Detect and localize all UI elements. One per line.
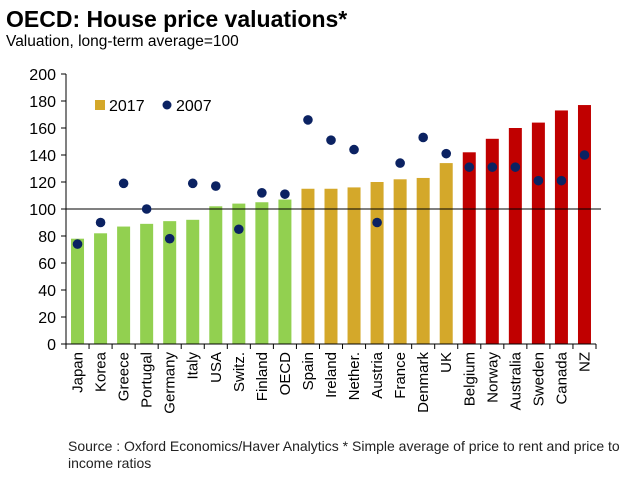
x-tick-label: Finland: [254, 352, 271, 401]
x-tick-label: Sweden: [530, 352, 547, 406]
dot-2007-canada: [556, 175, 567, 186]
dot-2007-norway: [487, 162, 498, 172]
chart-subtitle: Valuation, long-term average=100: [6, 33, 239, 50]
x-tick-label: Korea: [93, 351, 110, 392]
x-tick-label: Austria: [369, 351, 386, 398]
bar-2017-korea: [94, 233, 108, 344]
bar-2017-austria: [370, 182, 384, 344]
bar-2017-usa: [209, 206, 223, 344]
bar-2017-oecd: [278, 199, 292, 344]
bar-2017-switz: [232, 203, 246, 344]
y-tick-label: 140: [29, 148, 56, 165]
bar-2017-italy: [186, 219, 200, 344]
x-tick-label: Canada: [553, 351, 570, 404]
x-tick-label: Japan: [70, 352, 87, 393]
bar-2017-greece: [117, 226, 131, 344]
chart-title: OECD: House price valuations*: [6, 6, 348, 32]
dot-2007-spain: [303, 115, 313, 125]
bar-2017-australia: [508, 128, 522, 344]
dot-2007-usa: [210, 181, 221, 191]
bar-2017-germany: [163, 221, 177, 344]
x-tick-label: UK: [438, 352, 455, 373]
bar-2017-uk: [439, 163, 453, 344]
bar-2017-norway: [485, 138, 499, 344]
legend: 2017 2007: [95, 98, 212, 115]
x-tick-label: Italy: [185, 352, 202, 380]
legend-label-2017: 2017: [109, 98, 145, 115]
x-tick-label: Belgium: [461, 352, 478, 406]
y-tick-label: 180: [29, 94, 56, 111]
y-tick-label: 40: [38, 283, 56, 300]
x-tick-label: Australia: [507, 351, 524, 410]
x-tick-label: Norway: [484, 352, 501, 403]
dot-2007-finland: [257, 188, 267, 198]
x-tick-label: NZ: [576, 352, 593, 372]
bar-2017-belgium: [462, 152, 476, 344]
x-tick-label: Germany: [162, 352, 179, 414]
y-tick-label: 80: [38, 229, 56, 246]
bar-2017-denmark: [416, 177, 430, 344]
dot-2007-italy: [187, 178, 198, 189]
dot-2007-ireland: [326, 135, 336, 145]
x-tick-label: OECD: [277, 352, 294, 396]
bar-2017-canada: [554, 110, 568, 344]
dot-2007-oecd: [280, 189, 290, 199]
bar-2017-nz: [577, 105, 591, 344]
dot-2007-portugal: [141, 204, 152, 214]
x-axis: Japan Korea Greece Portugal Germany Italy USA S…: [65, 343, 597, 414]
y-tick-label: 120: [29, 175, 56, 192]
dot-2007-austria: [372, 217, 382, 228]
x-tick-label: Greece: [116, 352, 133, 401]
y-tick-label: 0: [47, 337, 56, 354]
x-tick-label: Denmark: [415, 352, 432, 413]
dot-2007-uk: [441, 148, 452, 159]
x-tick-label: Nether.: [346, 352, 363, 400]
bar-2017-finland: [255, 202, 269, 344]
dot-2007-greece: [118, 178, 129, 189]
dot-2007-denmark: [418, 132, 428, 143]
dot-2007-sweden: [533, 175, 544, 186]
y-tick-label: 160: [29, 121, 56, 138]
y-tick-label: 200: [29, 67, 56, 84]
y-tick-label: 100: [29, 202, 56, 219]
bar-2017-sweden: [531, 122, 545, 344]
x-tick-label: Ireland: [323, 352, 340, 398]
x-tick-label: Portugal: [139, 352, 156, 408]
x-tick-label: France: [392, 352, 409, 399]
dot-2007-australia: [510, 162, 521, 172]
bar-2017-ireland: [324, 188, 338, 344]
dot-2007-switz: [234, 224, 244, 235]
dot-2007-korea: [95, 217, 106, 228]
dot-2007-japan: [72, 239, 83, 249]
dot-2007-nether: [349, 144, 359, 155]
bar-2017-spain: [301, 188, 315, 344]
dot-2007-nz: [579, 150, 590, 160]
bar-2017-france: [393, 179, 407, 344]
bar-2017-japan: [71, 238, 85, 344]
x-tick-label: USA: [208, 352, 225, 383]
source-note: Source : Oxford Economics/Haver Analytic…: [68, 438, 620, 471]
legend-swatch-2017: [95, 100, 105, 110]
y-tick-label: 20: [38, 310, 56, 327]
dots-2007: [72, 115, 590, 249]
legend-swatch-2007: [162, 100, 172, 110]
bar-2017-nether: [347, 187, 361, 344]
bar-2017-portugal: [140, 223, 154, 344]
x-tick-label: Switz.: [231, 352, 248, 392]
x-tick-label: Spain: [300, 352, 317, 390]
legend-label-2007: 2007: [176, 98, 212, 115]
dot-2007-france: [395, 158, 405, 168]
y-axis: 0 20 40 60 80 100 120 140 160 180 200: [29, 67, 67, 354]
y-tick-label: 60: [38, 256, 56, 273]
dot-2007-belgium: [464, 162, 475, 172]
dot-2007-germany: [164, 233, 175, 244]
